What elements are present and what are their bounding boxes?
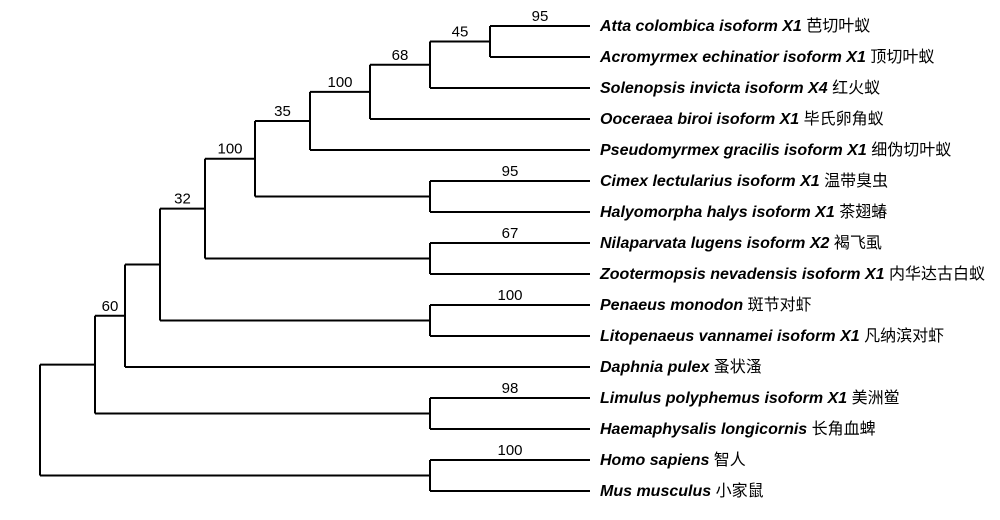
branches: 95 45 68 100 95 35 67 100 100 32 98 60 100: [40, 8, 590, 491]
leaf-label: Nilaparvata lugens isoform X2 褐飞虱: [600, 234, 882, 252]
leaf-label: Halyomorpha halys isoform X1 茶翅蝽: [600, 203, 887, 221]
bootstrap-label: 32: [174, 191, 191, 208]
bootstrap-label: 100: [497, 442, 522, 459]
bootstrap-label: 60: [102, 298, 119, 315]
leaf-label: Cimex lectularius isoform X1 温带臭虫: [600, 172, 888, 190]
bootstrap-label: 100: [327, 74, 352, 91]
leaf-label: Penaeus monodon 斑节对虾: [600, 296, 812, 314]
bootstrap-label: 95: [502, 163, 519, 180]
leaf-label: Ooceraea biroi isoform X1 毕氏卵角蚁: [600, 110, 884, 128]
bootstrap-label: 95: [532, 8, 549, 25]
leaf-label: Solenopsis invicta isoform X4 红火蚁: [600, 79, 880, 97]
leaf-labels: Atta colombica isoform X1 芭切叶蚁 Acromyrmex…: [599, 17, 985, 500]
bootstrap-label: 100: [497, 287, 522, 304]
leaf-label: Pseudomyrmex gracilis isoform X1 细伪切叶蚁: [600, 141, 951, 159]
bootstrap-label: 67: [502, 225, 519, 242]
leaf-label: Zootermopsis nevadensis isoform X1 内华达古白…: [599, 265, 985, 283]
leaf-label: Homo sapiens 智人: [600, 451, 746, 469]
bootstrap-label: 68: [392, 47, 409, 64]
leaf-label: Mus musculus 小家鼠: [600, 482, 764, 500]
leaf-label: Daphnia pulex 蚤状溞: [600, 358, 762, 376]
phylogenetic-tree: 95 45 68 100 95 35 67 100 100 32 98 60 100 Atta colom…: [0, 0, 1000, 520]
bootstrap-label: 100: [217, 141, 242, 158]
bootstrap-label: 35: [274, 103, 291, 120]
leaf-label: Atta colombica isoform X1 芭切叶蚁: [599, 17, 870, 35]
leaf-label: Litopenaeus vannamei isoform X1 凡纳滨对虾: [600, 327, 944, 345]
leaf-label: Acromyrmex echinatior isoform X1 顶切叶蚁: [599, 48, 934, 66]
leaf-label: Limulus polyphemus isoform X1 美洲鲎: [600, 389, 900, 407]
bootstrap-label: 98: [502, 380, 519, 397]
leaf-label: Haemaphysalis longicornis 长角血蜱: [600, 420, 876, 438]
bootstrap-label: 45: [452, 24, 469, 41]
